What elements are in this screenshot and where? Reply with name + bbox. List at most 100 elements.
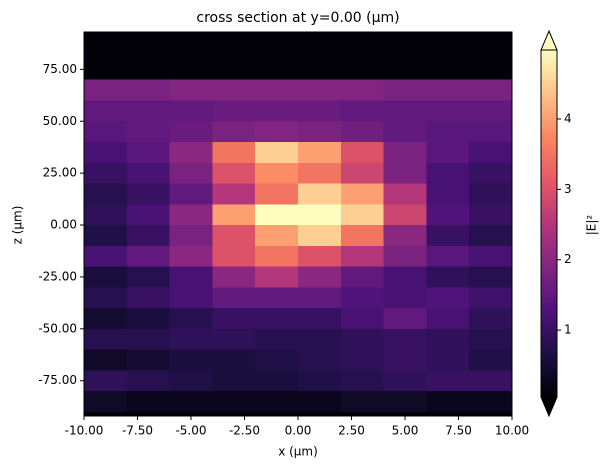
heatmap-cell — [383, 391, 427, 413]
heatmap-cell — [469, 100, 513, 122]
heatmap-cell — [469, 287, 513, 309]
heatmap-cell — [426, 349, 470, 371]
heatmap-cell — [126, 266, 171, 288]
heatmap-cell — [298, 38, 342, 60]
heatmap-cell — [84, 308, 128, 330]
heatmap-cell — [255, 142, 299, 164]
heatmap-cell — [298, 266, 342, 288]
heatmap-cell — [426, 38, 470, 60]
heatmap-cell — [298, 245, 342, 268]
colorbar-tick-label: 3 — [564, 182, 572, 196]
heatmap-cell — [126, 245, 171, 268]
heatmap-cell — [383, 183, 427, 205]
heatmap-cell — [383, 100, 427, 122]
heatmap-cell — [426, 204, 470, 226]
heatmap-cell — [84, 266, 128, 288]
heatmap-cell — [298, 204, 342, 226]
heatmap-cell — [84, 142, 128, 164]
heatmap-cell — [255, 308, 299, 330]
heatmap-cell — [426, 308, 470, 330]
heatmap-cell — [126, 183, 171, 205]
heatmap-cell — [383, 204, 427, 226]
heatmap-cell — [298, 79, 342, 101]
heatmap-cell — [255, 162, 299, 185]
heatmap-cell — [469, 349, 513, 371]
x-tick-label: 5.00 — [392, 424, 419, 438]
x-tick-label: -5.00 — [175, 424, 206, 438]
x-tick-label: 7.50 — [445, 424, 472, 438]
heatmap-cell — [169, 142, 213, 164]
heatmap-cell — [426, 121, 470, 143]
heatmap-cell — [212, 204, 256, 226]
heatmap-cell — [426, 391, 470, 413]
heatmap-cell — [126, 142, 171, 164]
heatmap-cell — [255, 225, 299, 247]
heatmap-cell — [383, 266, 427, 288]
heatmap-cell — [340, 142, 385, 164]
heatmap-cell — [469, 162, 513, 185]
heatmap-cell — [298, 183, 342, 205]
heatmap-cell — [169, 121, 213, 143]
heatmap-cell — [169, 79, 213, 101]
heatmap-cell — [255, 58, 299, 81]
heatmap-cell — [84, 162, 128, 185]
heatmap-cell — [426, 287, 470, 309]
heatmap-cell — [298, 121, 342, 143]
chart-title: cross section at y=0.00 (μm) — [196, 10, 399, 26]
y-tick-label: 25.00 — [43, 166, 77, 180]
heatmap-cell — [383, 287, 427, 309]
y-tick-label: -50.00 — [38, 321, 77, 335]
heatmap-cell — [255, 370, 299, 392]
heatmap-cell — [255, 245, 299, 268]
heatmap-cell — [340, 287, 385, 309]
heatmap-cell — [84, 245, 128, 268]
heatmap-cell — [426, 79, 470, 101]
heatmap-cell — [126, 162, 171, 185]
heatmap-cell — [383, 308, 427, 330]
heatmap-cell — [255, 328, 299, 351]
heatmap-cell — [426, 245, 470, 268]
heatmap-cell — [84, 38, 128, 60]
heatmap-cell — [84, 287, 128, 309]
heatmap-cell — [255, 391, 299, 413]
heatmap-cell — [426, 370, 470, 392]
heatmap-cell — [426, 142, 470, 164]
heatmap-cell — [169, 58, 213, 81]
heatmap-cell — [340, 100, 385, 122]
heatmap-cell — [383, 162, 427, 185]
heatmap-cell — [212, 328, 256, 351]
heatmap-cell — [340, 204, 385, 226]
heatmap-cell — [169, 308, 213, 330]
colorbar-tick-label: 2 — [564, 252, 572, 266]
heatmap-cell — [383, 370, 427, 392]
heatmap-cell — [126, 370, 171, 392]
heatmap-cell — [383, 121, 427, 143]
heatmap-cell — [169, 38, 213, 60]
colorbar-tick-label: 1 — [564, 323, 572, 337]
x-axis-label: x (μm) — [278, 445, 318, 459]
colorbar-extend-bottom — [540, 396, 558, 418]
heatmap-cell — [298, 142, 342, 164]
heatmap-cell — [169, 287, 213, 309]
heatmap-cell — [340, 79, 385, 101]
heatmap-cell — [169, 225, 213, 247]
heatmap-cell — [169, 349, 213, 371]
colorbar-extend-top — [540, 29, 558, 51]
heatmap-cell — [212, 308, 256, 330]
heatmap-cell — [298, 58, 342, 81]
heatmap-cell — [383, 225, 427, 247]
heatmap-cell — [298, 328, 342, 351]
heatmap-cell — [255, 183, 299, 205]
heatmap-cell — [426, 183, 470, 205]
heatmap-cell — [212, 349, 256, 371]
heatmap-cell — [84, 183, 128, 205]
colorbar-label: |E|² — [585, 215, 599, 236]
heatmap-cell — [212, 245, 256, 268]
heatmap-cell — [212, 38, 256, 60]
heatmap-cell — [84, 349, 128, 371]
heatmap-cell — [426, 58, 470, 81]
colorbar — [541, 50, 557, 397]
heatmap-cell — [298, 308, 342, 330]
heatmap-cell — [169, 162, 213, 185]
